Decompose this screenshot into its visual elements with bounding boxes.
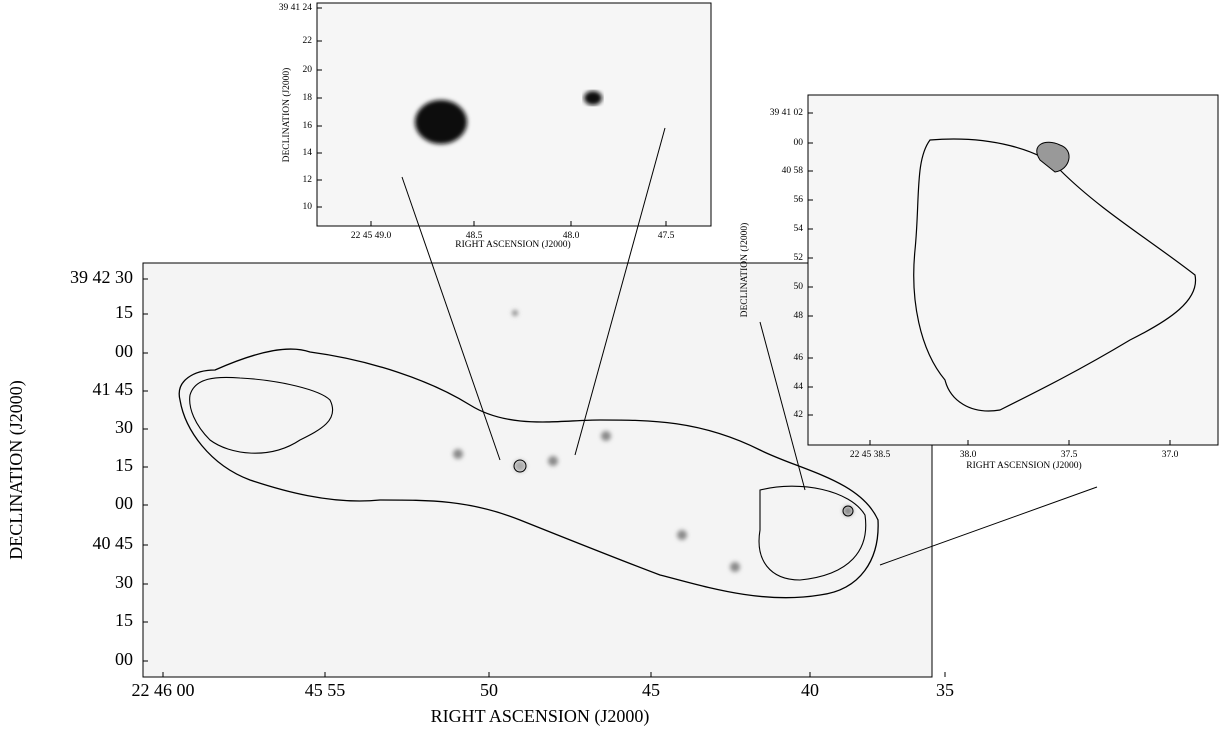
x-axis-label: RIGHT ASCENSION (J2000) [966, 460, 1081, 471]
x-tick-label: 48.5 [466, 231, 483, 241]
y-axis-label: DECLINATION (J2000) [6, 380, 27, 559]
y-tick-label: 18 [303, 93, 313, 103]
x-tick-label: 22 45 38.5 [850, 450, 891, 460]
y-tick-label: 52 [794, 253, 804, 263]
contour [1036, 141, 1070, 173]
connector-lines [401, 127, 1098, 566]
y-tick-label: 39 41 02 [770, 108, 804, 118]
y-axis-label: DECLINATION (J2000) [739, 223, 750, 318]
y-tick-label: 44 [794, 382, 804, 392]
y-tick-label: 42 [794, 410, 804, 420]
y-tick-label: 54 [794, 224, 804, 234]
main-panel [142, 262, 933, 678]
x-tick-label: 50 [480, 680, 498, 700]
y-tick-label: 00 [115, 649, 133, 669]
y-tick-label: 15 [115, 610, 133, 630]
y-tick-label: 00 [115, 493, 133, 513]
contour [842, 505, 854, 517]
y-tick-label: 14 [303, 148, 313, 158]
x-axis-label: RIGHT ASCENSION (J2000) [431, 706, 650, 727]
y-tick-label: 30 [115, 572, 133, 592]
x-tick-label: 45 55 [305, 680, 346, 700]
y-tick-label: 40 58 [782, 166, 804, 176]
image-frame [316, 2, 712, 227]
y-tick-label: 50 [794, 282, 804, 292]
y-tick-label: 40 45 [93, 533, 134, 553]
contour [513, 459, 527, 473]
x-tick-label: 38.0 [960, 450, 977, 460]
y-tick-label: 00 [115, 341, 133, 361]
contour [178, 348, 879, 599]
image-frame [807, 94, 1219, 446]
y-tick-label: 48 [794, 311, 804, 321]
contour [913, 138, 1197, 412]
x-tick-label: 22 45 49.0 [351, 231, 392, 241]
y-tick-label: 22 [303, 36, 313, 46]
x-tick-label: 45 [642, 680, 660, 700]
x-tick-label: 47.5 [658, 231, 675, 241]
y-tick-label: 56 [794, 195, 804, 205]
y-tick-label: 41 45 [93, 379, 134, 399]
sources [453, 310, 853, 572]
y-tick-label: 39 41 24 [279, 3, 313, 13]
x-tick-label: 37.0 [1162, 450, 1179, 460]
right-inset [807, 94, 1219, 446]
y-tick-label: 16 [303, 121, 313, 131]
x-tick-label: 22 46 00 [132, 680, 195, 700]
y-tick-label: 00 [794, 138, 804, 148]
x-tick-label: 48.0 [563, 231, 580, 241]
y-tick-label: 12 [303, 175, 313, 185]
x-axis-label: RIGHT ASCENSION (J2000) [455, 239, 570, 250]
image-frame [142, 262, 933, 678]
y-tick-label: 15 [115, 455, 133, 475]
x-tick-label: 35 [936, 680, 954, 700]
y-tick-label: 39 42 30 [70, 267, 133, 287]
x-tick-label: 37.5 [1061, 450, 1078, 460]
source [415, 100, 467, 144]
y-axis-label: DECLINATION (J2000) [281, 68, 292, 163]
contour [189, 376, 867, 581]
source [584, 91, 602, 105]
y-tick-label: 15 [115, 302, 133, 322]
top-inset [316, 2, 712, 227]
y-tick-label: 10 [303, 202, 313, 212]
x-tick-label: 40 [801, 680, 819, 700]
y-tick-label: 46 [794, 353, 804, 363]
y-tick-label: 20 [303, 65, 313, 75]
y-tick-label: 30 [115, 417, 133, 437]
